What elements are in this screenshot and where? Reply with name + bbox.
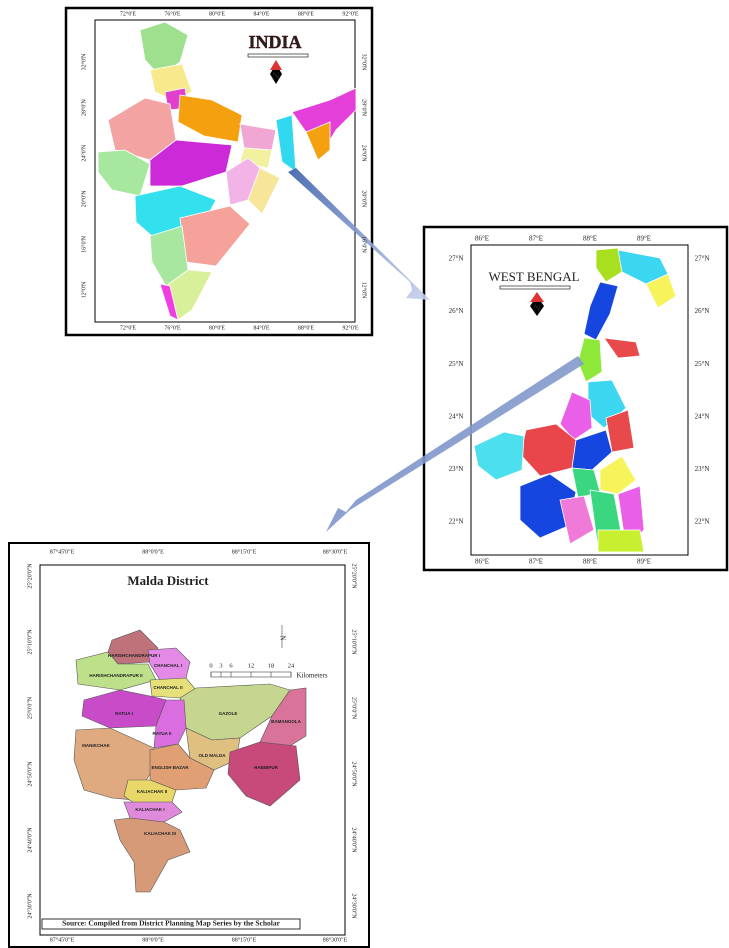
longitude-label: 86°E bbox=[475, 558, 489, 566]
latitude-label: 32°0'N bbox=[361, 54, 368, 71]
latitude-label: 25°0'0"N bbox=[351, 697, 358, 720]
scale-tick-label: 0 bbox=[209, 662, 212, 669]
latitude-label: 26°N bbox=[449, 307, 464, 315]
latitude-label: 24°40'0"N bbox=[26, 827, 33, 853]
malda-panel: HARISHCHANDRAPUR I HARISHCHANDRAPUR II C… bbox=[9, 543, 369, 947]
longitude-label: 80°0'E bbox=[209, 10, 225, 17]
scale-tick-label: 3 bbox=[219, 662, 222, 669]
longitude-label: 88°0'0"E bbox=[142, 548, 164, 555]
longitude-label: 87°45'0"E bbox=[50, 548, 75, 555]
block-label: RATUA II bbox=[153, 731, 172, 736]
block-label: BAMANGOLA bbox=[271, 719, 301, 724]
longitude-label: 92°0'E bbox=[342, 324, 358, 331]
latitude-label: 12°0'N bbox=[80, 281, 87, 298]
latitude-label: 24°N bbox=[695, 412, 710, 420]
latitude-label: 25°0'0"N bbox=[26, 696, 33, 719]
latitude-label: 25°20'0"N bbox=[351, 563, 358, 589]
latitude-label: 27°N bbox=[695, 255, 710, 263]
scale-unit: Kilometers bbox=[296, 672, 327, 680]
latitude-label: 27°N bbox=[449, 255, 464, 263]
longitude-label: 88°0'E bbox=[298, 10, 314, 17]
longitude-label: 84°0'E bbox=[253, 324, 269, 331]
scale-tick-label: 18 bbox=[268, 662, 275, 669]
longitude-label: 88°0'E bbox=[298, 324, 314, 331]
latitude-label: 25°10'0"N bbox=[351, 629, 358, 655]
north-label: N bbox=[278, 635, 286, 640]
latitude-label: 24°50'0"N bbox=[351, 761, 358, 787]
longitude-label: 87°45'0"E bbox=[50, 936, 75, 943]
longitude-label: 72°0'E bbox=[120, 324, 136, 331]
latitude-label: 23°N bbox=[695, 465, 710, 473]
latitude-label: 25°N bbox=[695, 360, 710, 368]
north-label: N bbox=[533, 303, 541, 314]
block-label: GAZOLE bbox=[219, 711, 238, 716]
longitude-label: 87°E bbox=[529, 235, 543, 243]
block-label: KALIACHAK III bbox=[144, 831, 176, 836]
latitude-label: 24°30'0"N bbox=[351, 893, 358, 919]
longitude-label: 88°30'0"E bbox=[323, 936, 348, 943]
latitude-label: 22°N bbox=[695, 518, 710, 526]
longitude-label: 88°E bbox=[583, 558, 597, 566]
source-note: Source: Compiled from District Planning … bbox=[62, 919, 281, 928]
block-label: MANIKCHAK bbox=[82, 743, 110, 748]
block-label: HABIBPUR bbox=[254, 765, 279, 770]
india-panel: N INDIA bbox=[66, 8, 372, 335]
latitude-label: 24°40'0"N bbox=[351, 827, 358, 853]
longitude-label: 86°E bbox=[475, 235, 489, 243]
west-bengal-panel: N WEST BENGAL bbox=[424, 227, 727, 570]
latitude-label: 25°N bbox=[449, 360, 464, 368]
latitude-label: 24°0'N bbox=[80, 144, 87, 161]
longitude-label: 88°15'0"E bbox=[232, 936, 257, 943]
latitude-label: 28°0'N bbox=[80, 99, 87, 116]
longitude-label: 88°15'0"E bbox=[232, 548, 257, 555]
block-label: ENGLISH BAZAR bbox=[152, 765, 190, 770]
longitude-label: 89°E bbox=[637, 235, 651, 243]
west-bengal-title: WEST BENGAL bbox=[488, 269, 579, 284]
longitude-label: 88°30'0"E bbox=[323, 548, 348, 555]
latitude-label: 24°0'N bbox=[361, 145, 368, 162]
latitude-label: 24°50'0"N bbox=[26, 761, 33, 787]
block-label: HARISHCHANDRAPUR II bbox=[89, 673, 142, 678]
india-title: INDIA bbox=[248, 32, 301, 52]
north-label: N bbox=[272, 71, 280, 82]
scale-tick-label: 12 bbox=[248, 662, 255, 669]
block-label: KALIACHAK I bbox=[135, 807, 164, 812]
longitude-label: 80°0'E bbox=[209, 324, 225, 331]
latitude-label: 20°0'N bbox=[361, 190, 368, 207]
longitude-label: 89°E bbox=[637, 558, 651, 566]
block-label: KALIACHAK II bbox=[137, 789, 168, 794]
latitude-label: 16°0'N bbox=[80, 235, 87, 252]
latitude-label: 22°N bbox=[449, 518, 464, 526]
latitude-label: 28°0'N bbox=[361, 99, 368, 116]
block-label: OLD MALDA bbox=[199, 753, 227, 758]
block-label: CHANCHAL I bbox=[154, 663, 182, 668]
latitude-label: 16°0'N bbox=[361, 236, 368, 253]
longitude-label: 76°0'E bbox=[164, 324, 180, 331]
block-label: CHANCHAL II bbox=[153, 685, 182, 690]
longitude-label: 76°0'E bbox=[164, 10, 180, 17]
malda-title: Malda District bbox=[127, 573, 209, 588]
longitude-label: 92°0'E bbox=[342, 10, 358, 17]
block-label: HARISHCHANDRAPUR I bbox=[108, 653, 160, 658]
latitude-label: 32°0'N bbox=[80, 53, 87, 70]
latitude-label: 12°0'N bbox=[361, 282, 368, 299]
longitude-label: 87°E bbox=[529, 558, 543, 566]
latitude-label: 23°N bbox=[449, 465, 464, 473]
block-label: RATUA I bbox=[115, 711, 133, 716]
longitude-label: 88°0'0"E bbox=[142, 936, 164, 943]
longitude-label: 84°0'E bbox=[253, 10, 269, 17]
latitude-label: 24°30'0"N bbox=[26, 893, 33, 919]
longitude-label: 88°E bbox=[583, 235, 597, 243]
latitude-label: 24°N bbox=[449, 412, 464, 420]
longitude-label: 72°0'E bbox=[120, 10, 136, 17]
latitude-label: 25°20'0"N bbox=[26, 563, 33, 589]
location-map-figure: N INDIA bbox=[0, 0, 729, 948]
latitude-label: 20°0'N bbox=[80, 190, 87, 207]
latitude-label: 26°N bbox=[695, 307, 710, 315]
scale-tick-label: 24 bbox=[288, 662, 295, 669]
latitude-label: 25°10'0"N bbox=[26, 629, 33, 655]
